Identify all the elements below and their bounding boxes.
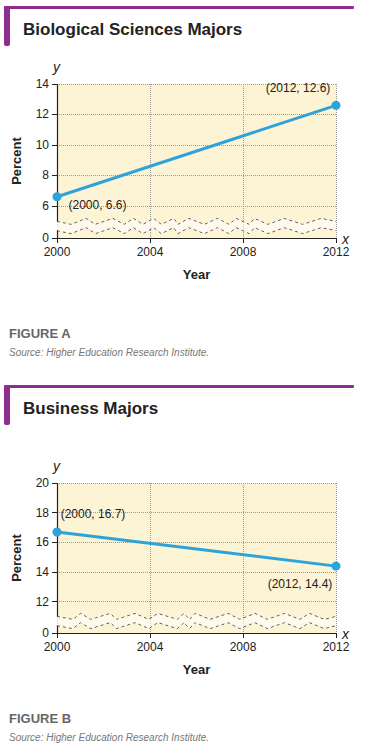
svg-text:(2012, 12.6): (2012, 12.6) xyxy=(266,81,331,95)
svg-text:Year: Year xyxy=(183,662,210,677)
svg-text:(2000, 16.7): (2000, 16.7) xyxy=(61,507,126,521)
svg-text:16: 16 xyxy=(36,535,50,549)
svg-text:Business Majors: Business Majors xyxy=(23,399,158,418)
svg-text:Source: Higher Education Resea: Source: Higher Education Research Instit… xyxy=(9,347,209,358)
svg-text:x: x xyxy=(342,626,349,642)
svg-text:2004: 2004 xyxy=(137,640,164,654)
svg-text:12: 12 xyxy=(36,595,50,609)
svg-text:2012: 2012 xyxy=(323,245,350,259)
svg-text:0: 0 xyxy=(42,231,49,245)
svg-text:FIGURE A: FIGURE A xyxy=(9,326,71,341)
svg-text:Year: Year xyxy=(183,267,210,282)
svg-text:10: 10 xyxy=(36,138,50,152)
svg-text:2004: 2004 xyxy=(137,245,164,259)
svg-text:0: 0 xyxy=(42,626,49,640)
svg-text:y: y xyxy=(52,458,61,474)
svg-text:(2012, 14.4): (2012, 14.4) xyxy=(268,577,333,591)
svg-text:2000: 2000 xyxy=(44,640,71,654)
svg-text:Percent: Percent xyxy=(9,533,24,581)
svg-text:20: 20 xyxy=(36,476,50,490)
svg-text:14: 14 xyxy=(36,565,50,579)
svg-text:2008: 2008 xyxy=(230,640,257,654)
svg-text:18: 18 xyxy=(36,506,50,520)
svg-text:FIGURE B: FIGURE B xyxy=(9,711,71,726)
svg-text:2012: 2012 xyxy=(323,640,350,654)
svg-text:x: x xyxy=(342,231,349,247)
svg-text:Percent: Percent xyxy=(9,136,24,184)
svg-text:12: 12 xyxy=(36,107,50,121)
svg-text:14: 14 xyxy=(36,77,50,91)
svg-text:2000: 2000 xyxy=(44,245,71,259)
svg-text:(2000, 6.6): (2000, 6.6) xyxy=(69,198,127,212)
svg-text:y: y xyxy=(52,59,61,75)
svg-text:Biological Sciences Majors: Biological Sciences Majors xyxy=(23,20,242,39)
svg-text:8: 8 xyxy=(42,168,49,182)
svg-text:6: 6 xyxy=(42,199,49,213)
svg-text:2008: 2008 xyxy=(230,245,257,259)
svg-text:Source: Higher Education Resea: Source: Higher Education Research Instit… xyxy=(9,732,209,743)
